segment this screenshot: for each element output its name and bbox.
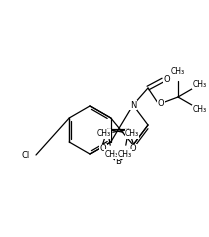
Text: Cl: Cl [22, 150, 30, 160]
Text: N: N [130, 100, 136, 109]
Text: O: O [164, 76, 170, 85]
Text: CH₃: CH₃ [192, 105, 207, 114]
Text: CH₃: CH₃ [97, 129, 111, 138]
Text: O: O [158, 99, 164, 108]
Text: CH₃: CH₃ [117, 150, 131, 159]
Text: O: O [130, 144, 136, 153]
Text: CH₃: CH₃ [192, 80, 207, 89]
Text: O: O [99, 144, 106, 153]
Text: CH₃: CH₃ [105, 150, 119, 159]
Text: B: B [115, 158, 121, 167]
Text: CH₃: CH₃ [125, 129, 139, 138]
Text: CH₃: CH₃ [171, 68, 185, 77]
